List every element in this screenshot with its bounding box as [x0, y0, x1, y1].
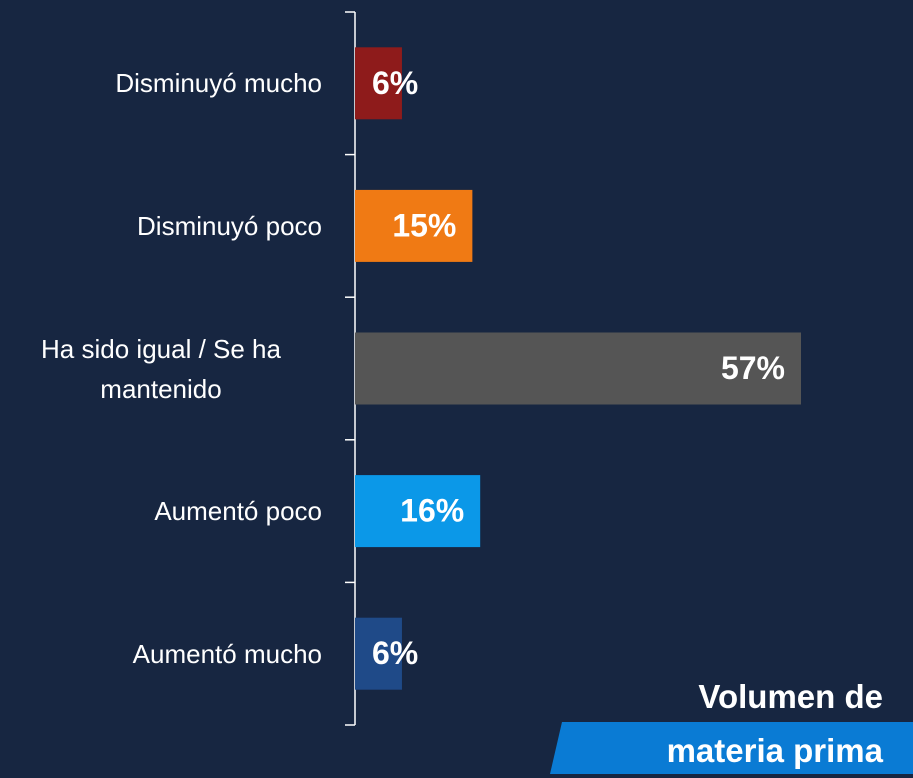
category-label-box: Disminuyó poco: [0, 176, 322, 276]
category-label: Disminuyó mucho: [115, 68, 322, 99]
category-label-box: Disminuyó mucho: [0, 33, 322, 133]
value-label: 6%: [372, 635, 418, 671]
value-label: 6%: [372, 65, 418, 101]
bar: [355, 617, 402, 690]
value-label: 16%: [400, 493, 464, 529]
bar: [355, 189, 473, 262]
category-label: Ha sido igual / Se ha mantenido: [41, 333, 281, 404]
category-label: Aumentó poco: [154, 496, 322, 527]
bar: [355, 475, 481, 548]
category-label: Disminuyó poco: [137, 210, 322, 241]
bars: 6% 15% 57% 16% 6%: [355, 47, 801, 690]
category-label-box: Aumentó poco: [0, 461, 322, 561]
chart-title: Volumen de materia prima: [666, 678, 883, 769]
category-label-box: Aumentó mucho: [0, 604, 322, 704]
ribbon-shape: [550, 722, 913, 774]
category-separators: [345, 11, 355, 726]
bar: [355, 332, 801, 405]
category-label-box: Ha sido igual / Se ha mantenido: [0, 319, 322, 419]
category-label: Aumentó mucho: [132, 638, 322, 669]
value-label: 57%: [721, 350, 785, 386]
bar: [355, 47, 402, 120]
value-label: 15%: [392, 207, 456, 243]
